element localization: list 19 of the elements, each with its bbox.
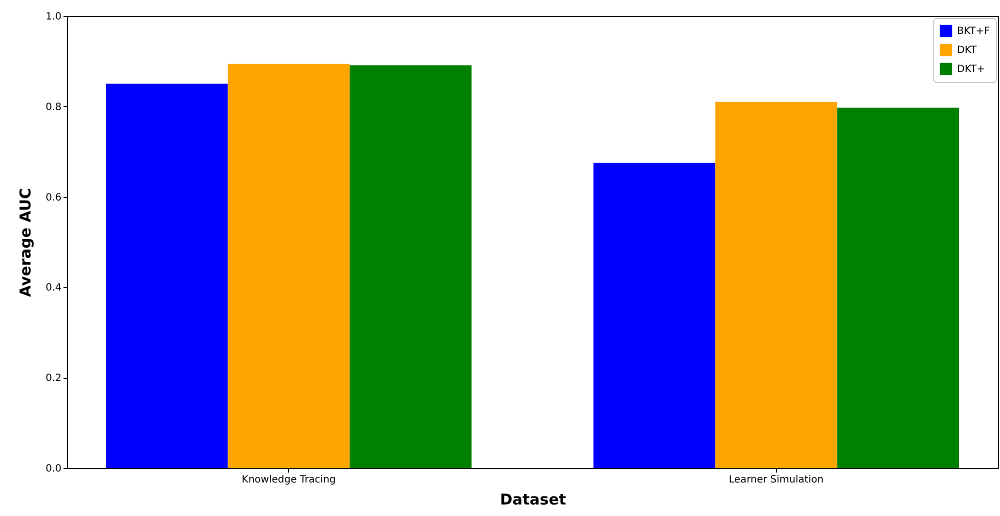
legend-label: DKT+ bbox=[957, 64, 985, 75]
bar bbox=[106, 84, 228, 468]
y-tick-label: 0.2 bbox=[46, 373, 62, 384]
y-tick-label: 0.4 bbox=[46, 282, 62, 294]
bar bbox=[350, 65, 472, 468]
y-tick-label: 0.0 bbox=[46, 464, 62, 474]
y-tick-label: 0.8 bbox=[46, 102, 62, 113]
bar bbox=[837, 108, 960, 468]
bar bbox=[228, 64, 350, 468]
x-axis-title: Dataset bbox=[500, 490, 566, 508]
legend-label: BKT+F bbox=[957, 26, 990, 37]
x-tick-label: Knowledge Tracing bbox=[242, 474, 336, 486]
y-axis-title: Average AUC bbox=[16, 188, 35, 298]
bar bbox=[715, 102, 838, 468]
legend-label: DKT bbox=[957, 45, 978, 56]
y-tick-label: 1.0 bbox=[46, 12, 62, 22]
y-tick-label: 0.6 bbox=[46, 192, 62, 204]
bar bbox=[593, 162, 716, 468]
x-tick-label: Learner Simulation bbox=[728, 474, 824, 486]
